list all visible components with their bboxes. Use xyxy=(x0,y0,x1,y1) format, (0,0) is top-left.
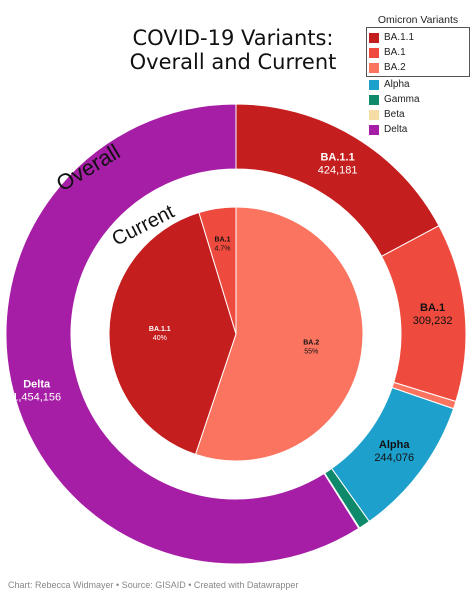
chart-credits: Chart: Rebecca Widmayer • Source: GISAID… xyxy=(8,580,298,590)
legend-item-ba-1: BA.1 xyxy=(369,45,469,60)
legend-swatch-alpha xyxy=(369,80,379,90)
outer-slice-label-alpha: Alpha xyxy=(379,439,410,451)
inner-slice-label-ba-1: BA.1 xyxy=(215,237,231,244)
chart-title-line-2: Overall and Current xyxy=(118,50,348,74)
legend-swatch-gamma xyxy=(369,95,379,105)
legend-item-delta: Delta xyxy=(369,122,470,137)
legend-item-gamma: Gamma xyxy=(369,92,470,107)
legend-omicron-box: BA.1.1 BA.1 BA.2 xyxy=(366,27,470,77)
legend-item-beta: Beta xyxy=(369,107,470,122)
inner-slice-label-ba-1-1: BA.1.1 xyxy=(149,326,171,333)
legend-swatch-beta xyxy=(369,110,379,120)
legend-label-gamma: Gamma xyxy=(384,94,420,105)
legend-label-ba-1-1: BA.1.1 xyxy=(384,32,414,43)
legend-swatch-ba-2 xyxy=(369,63,379,73)
chart-title: COVID-19 Variants: Overall and Current xyxy=(118,26,348,74)
chart-title-line-1: COVID-19 Variants: xyxy=(118,26,348,50)
inner-slice-value-ba-1: 4.7% xyxy=(215,246,231,253)
inner-pie xyxy=(109,207,363,461)
inner-slice-label-ba-2: BA.2 xyxy=(303,339,319,346)
legend-title: Omicron Variants xyxy=(366,14,470,26)
outer-slice-label-ba-1: BA.1 xyxy=(420,302,445,314)
outer-slice-value-alpha: 244,076 xyxy=(374,452,414,464)
legend-label-alpha: Alpha xyxy=(384,79,410,90)
legend-item-alpha: Alpha xyxy=(369,77,470,92)
legend-swatch-ba-1 xyxy=(369,48,379,58)
outer-slice-value-ba-1: 309,232 xyxy=(413,315,453,327)
legend-label-ba-1: BA.1 xyxy=(384,47,406,58)
legend-label-beta: Beta xyxy=(384,109,405,120)
legend-label-delta: Delta xyxy=(384,124,407,135)
legend-item-ba-2: BA.2 xyxy=(369,60,469,75)
inner-slice-value-ba-2: 55% xyxy=(304,348,318,355)
legend-label-ba-2: BA.2 xyxy=(384,62,406,73)
legend-swatch-ba-1-1 xyxy=(369,33,379,43)
legend-other-variants: Alpha Gamma Beta Delta xyxy=(366,77,470,137)
legend-item-ba-1-1: BA.1.1 xyxy=(369,30,469,45)
outer-slice-value-delta: 1,454,156 xyxy=(12,392,61,404)
outer-slice-value-ba-1-1: 424,181 xyxy=(318,165,358,177)
legend-swatch-delta xyxy=(369,125,379,135)
legend: Omicron Variants BA.1.1 BA.1 BA.2 Alpha Gam… xyxy=(366,14,470,137)
outer-slice-label-delta: Delta xyxy=(23,379,51,391)
inner-slice-value-ba-1-1: 40% xyxy=(153,335,167,342)
outer-slice-label-ba-1-1: BA.1.1 xyxy=(320,152,354,164)
